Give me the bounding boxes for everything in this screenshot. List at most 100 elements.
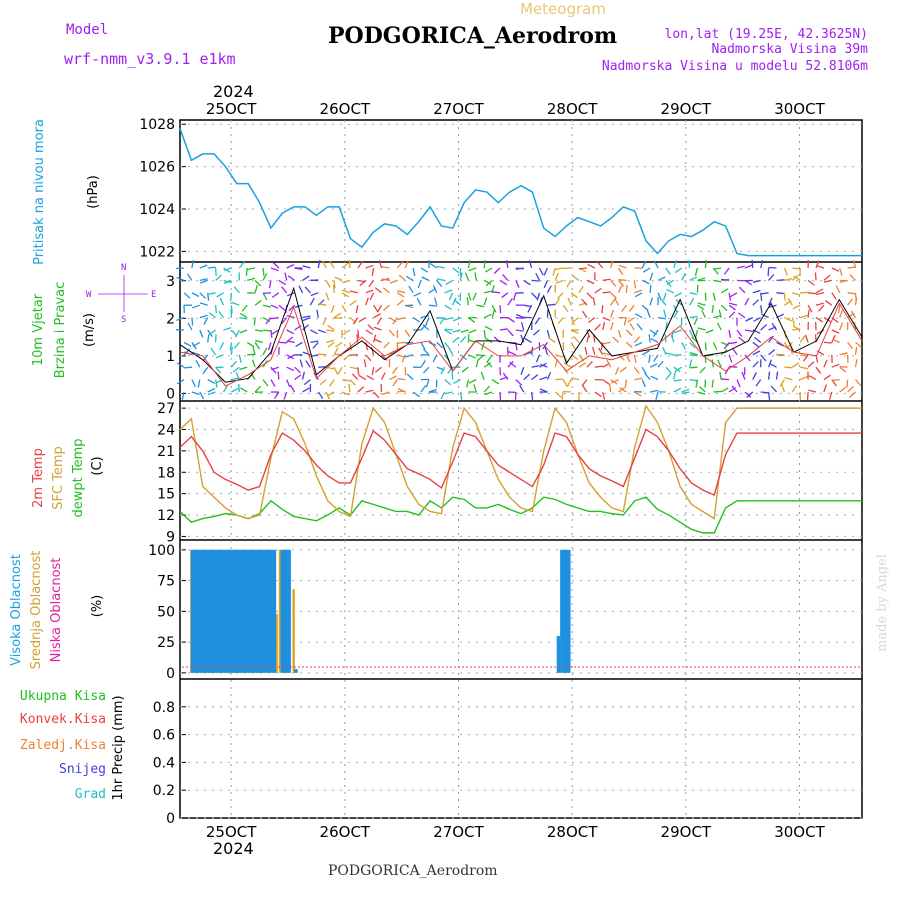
wind-arrow (460, 335, 467, 343)
wind-arrow (531, 279, 540, 282)
ytick-label: 0 (166, 811, 175, 827)
wind-arrow (665, 366, 672, 374)
wind-arrow (422, 348, 430, 356)
wind-arrow (341, 262, 349, 269)
wind-arrow (665, 352, 674, 356)
wind-arrow (278, 304, 286, 311)
wind-arrow (581, 310, 588, 318)
wind-arrow (286, 340, 295, 344)
wind-arrow (586, 334, 590, 343)
wind-arrow (744, 391, 752, 398)
wind-arrow (491, 309, 496, 318)
wind-arrow (831, 334, 836, 343)
wind-arrow (186, 273, 193, 281)
ytick-label: 0.6 (153, 728, 175, 744)
wind-arrow (784, 366, 793, 369)
wind-arrow (609, 260, 614, 269)
wind-arrow (633, 366, 640, 374)
wind-arrow (578, 362, 587, 368)
wind-arrow (229, 342, 233, 351)
wind-arrow (787, 297, 793, 306)
wind-arrow (673, 260, 677, 269)
wind-arrow (329, 260, 335, 269)
date-tick-label: 29OCT (661, 823, 712, 841)
wind-arrow (341, 292, 350, 298)
wind-arrow (349, 379, 356, 386)
wind-arrow (509, 361, 517, 368)
wind-arrow (197, 379, 201, 388)
wind-arrow (272, 261, 280, 269)
ytick-label: 24 (157, 423, 175, 439)
wind-arrow (334, 276, 343, 281)
wind-arrow (365, 297, 369, 306)
wind-arrow (230, 305, 233, 314)
cloud-bar (280, 549, 285, 673)
wind-arrow (807, 361, 815, 368)
wind-arrow (452, 317, 461, 322)
wind-arrow (176, 362, 185, 368)
wind-arrow (738, 312, 746, 319)
wind-arrow (586, 360, 593, 368)
cloud-bar (200, 549, 205, 673)
wind-arrow (333, 312, 342, 319)
wind-arrow (453, 379, 461, 385)
wind-arrow (233, 286, 240, 294)
wind-arrow (728, 329, 732, 338)
wind-arrow (444, 341, 451, 350)
wind-arrow (240, 387, 248, 393)
wind-arrow (373, 391, 380, 399)
wind-arrow (376, 317, 383, 325)
date-tick-label: 28OCT (547, 100, 598, 118)
wind-arrow (751, 259, 754, 269)
wind-arrow (641, 260, 647, 269)
wind-arrow (199, 329, 204, 338)
cloud-bar (556, 635, 561, 673)
wind-arrow (609, 383, 612, 393)
wind-arrow (784, 277, 793, 282)
wind-arrow (849, 274, 856, 281)
ytick-label: 1028 (139, 117, 175, 133)
wind-arrow (327, 341, 335, 348)
wind-arrow (546, 309, 549, 318)
wind-arrow (302, 275, 310, 281)
wind-arrow (373, 304, 379, 313)
wind-arrow (199, 279, 208, 284)
wind-arrow (641, 350, 650, 356)
year-top: 2024 (213, 82, 254, 101)
wind-arrow (755, 379, 762, 387)
wind-arrow (699, 386, 706, 393)
wind-arrow (459, 272, 463, 281)
wind-arrow (207, 266, 216, 269)
ytick-label: 3 (166, 274, 175, 290)
wind-arrow (555, 267, 564, 271)
ytick-label: 50 (157, 604, 175, 620)
wind-arrow (808, 389, 817, 393)
cloud-bar (560, 549, 564, 673)
wind-arrow (713, 279, 722, 283)
wind-arrow (839, 279, 848, 283)
wind-arrow (222, 384, 229, 393)
wind-arrow (235, 371, 240, 380)
ytick-label: 75 (157, 574, 175, 590)
wind-arrow (625, 341, 633, 349)
wind-arrow (452, 297, 457, 306)
wind-arrow (572, 275, 580, 281)
wind-arrow (752, 341, 760, 348)
wind-arrow (302, 265, 311, 269)
wind-arrow (370, 346, 375, 355)
wind-arrow (358, 317, 367, 323)
cloud-bar (211, 549, 215, 673)
wind-arrow (472, 292, 477, 301)
wind-arrow (286, 366, 295, 372)
wind-arrow (341, 391, 350, 396)
wind-arrow (246, 341, 255, 348)
pressure-line (179, 128, 862, 257)
wind-arrow (628, 304, 635, 312)
wind-arrow (412, 267, 416, 276)
wind-arrow (688, 359, 693, 368)
wind-arrow (718, 309, 722, 318)
wind-arrow (191, 317, 194, 326)
wind-arrow (586, 292, 594, 299)
wind-arrow (712, 292, 716, 301)
wind-arrow (230, 329, 238, 337)
